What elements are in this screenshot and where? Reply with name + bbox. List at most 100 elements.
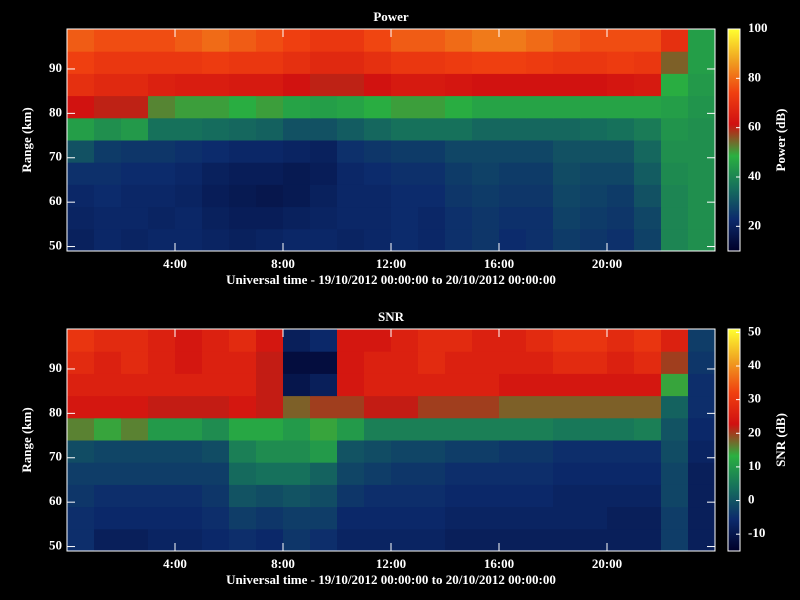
heatmap-cell bbox=[94, 95, 122, 119]
heatmap-cell bbox=[67, 228, 95, 252]
heatmap-cell bbox=[580, 162, 608, 185]
heatmap-cell bbox=[310, 506, 338, 530]
heatmap-cell bbox=[607, 51, 635, 74]
heatmap-cell bbox=[364, 506, 392, 530]
heatmap-cell bbox=[580, 329, 608, 352]
heatmap-cell bbox=[337, 29, 365, 52]
heatmap-cell bbox=[67, 51, 95, 74]
heatmap-cell bbox=[445, 373, 473, 397]
heatmap-cell bbox=[391, 29, 419, 52]
heatmap-cell bbox=[472, 373, 500, 397]
heatmap-cell bbox=[391, 184, 419, 208]
heatmap-cell bbox=[67, 73, 95, 97]
heatmap-cell bbox=[148, 351, 176, 374]
heatmap-cell bbox=[391, 351, 419, 374]
heatmap-cell bbox=[580, 440, 608, 463]
heatmap-cell bbox=[418, 184, 446, 208]
heatmap-cell bbox=[67, 329, 95, 352]
heatmap-cell bbox=[175, 506, 203, 530]
heatmap-cell bbox=[607, 95, 635, 119]
heatmap-cell bbox=[445, 329, 473, 352]
heatmap-cell bbox=[310, 140, 338, 163]
heatmap-cell bbox=[499, 228, 527, 252]
heatmap-cell bbox=[202, 206, 230, 230]
heatmap-cell bbox=[418, 51, 446, 74]
heatmap-cell bbox=[472, 506, 500, 530]
heatmap-cell bbox=[445, 73, 473, 97]
heatmap-cell bbox=[283, 184, 311, 208]
heatmap-cell bbox=[283, 95, 311, 119]
heatmap-cell bbox=[580, 373, 608, 397]
heatmap-cell bbox=[634, 184, 662, 208]
heatmap-cell bbox=[202, 95, 230, 119]
heatmap-cell bbox=[472, 528, 500, 552]
heatmap-cell bbox=[283, 29, 311, 52]
heatmap-cell bbox=[391, 95, 419, 119]
heatmap-cell bbox=[391, 117, 419, 141]
heatmap-cell bbox=[175, 29, 203, 52]
heatmap-cell bbox=[661, 184, 689, 208]
heatmap-cell bbox=[94, 395, 122, 419]
heatmap-cell bbox=[364, 228, 392, 252]
heatmap-cell bbox=[661, 417, 689, 441]
heatmap-cell bbox=[472, 184, 500, 208]
heatmap-cell bbox=[661, 73, 689, 97]
heatmap-cell bbox=[229, 373, 257, 397]
x-tick-label: 20:00 bbox=[592, 556, 622, 571]
heatmap-cell bbox=[283, 117, 311, 141]
heatmap-cell bbox=[553, 528, 581, 552]
heatmap-cell bbox=[256, 373, 284, 397]
heatmap-cell bbox=[256, 51, 284, 74]
heatmap-cell bbox=[202, 162, 230, 185]
heatmap-cell bbox=[94, 373, 122, 397]
heatmap-cell bbox=[283, 73, 311, 97]
heatmap-cell bbox=[526, 528, 554, 552]
heatmap-cell bbox=[607, 162, 635, 185]
heatmap-cell bbox=[256, 140, 284, 163]
heatmap-cell bbox=[418, 95, 446, 119]
heatmap-cell bbox=[688, 140, 716, 163]
heatmap-cell bbox=[364, 51, 392, 74]
heatmap-cell bbox=[418, 395, 446, 419]
heatmap-cell bbox=[499, 51, 527, 74]
heatmap-cell bbox=[202, 228, 230, 252]
heatmap-cell bbox=[418, 351, 446, 374]
heatmap-cell bbox=[337, 373, 365, 397]
heatmap-cell bbox=[445, 162, 473, 185]
y-tick-label: 50 bbox=[49, 238, 62, 253]
heatmap-cell bbox=[391, 440, 419, 463]
heatmap-cell bbox=[445, 395, 473, 419]
heatmap-cell bbox=[229, 329, 257, 352]
heatmap-cell bbox=[310, 329, 338, 352]
heatmap-cell bbox=[634, 73, 662, 97]
heatmap-cell bbox=[445, 95, 473, 119]
heatmap-cell bbox=[472, 484, 500, 508]
heatmap-cell bbox=[634, 440, 662, 463]
heatmap-cell bbox=[661, 329, 689, 352]
heatmap-cell bbox=[94, 484, 122, 508]
heatmap-cell bbox=[445, 462, 473, 485]
heatmap-cell bbox=[202, 51, 230, 74]
heatmap-cell bbox=[148, 162, 176, 185]
heatmap-cell bbox=[580, 351, 608, 374]
y-axis-label: Range (km) bbox=[19, 107, 34, 172]
heatmap-cell bbox=[526, 506, 554, 530]
heatmap-cell bbox=[607, 395, 635, 419]
heatmap-cell bbox=[121, 95, 149, 119]
heatmap-cell bbox=[283, 51, 311, 74]
heatmap-cell bbox=[688, 417, 716, 441]
heatmap-cell bbox=[121, 373, 149, 397]
heatmap-cell bbox=[472, 395, 500, 419]
heatmap-cell bbox=[661, 351, 689, 374]
chart-title: Power bbox=[373, 9, 409, 24]
y-tick-label: 80 bbox=[49, 404, 62, 419]
heatmap-cell bbox=[499, 351, 527, 374]
heatmap-cell bbox=[283, 395, 311, 419]
heatmap-cell bbox=[256, 228, 284, 252]
heatmap-cell bbox=[418, 140, 446, 163]
heatmap-cell bbox=[553, 117, 581, 141]
x-tick-label: 16:00 bbox=[484, 256, 514, 271]
heatmap-cell bbox=[553, 373, 581, 397]
heatmap-cell bbox=[67, 462, 95, 485]
heatmap-cell bbox=[499, 162, 527, 185]
